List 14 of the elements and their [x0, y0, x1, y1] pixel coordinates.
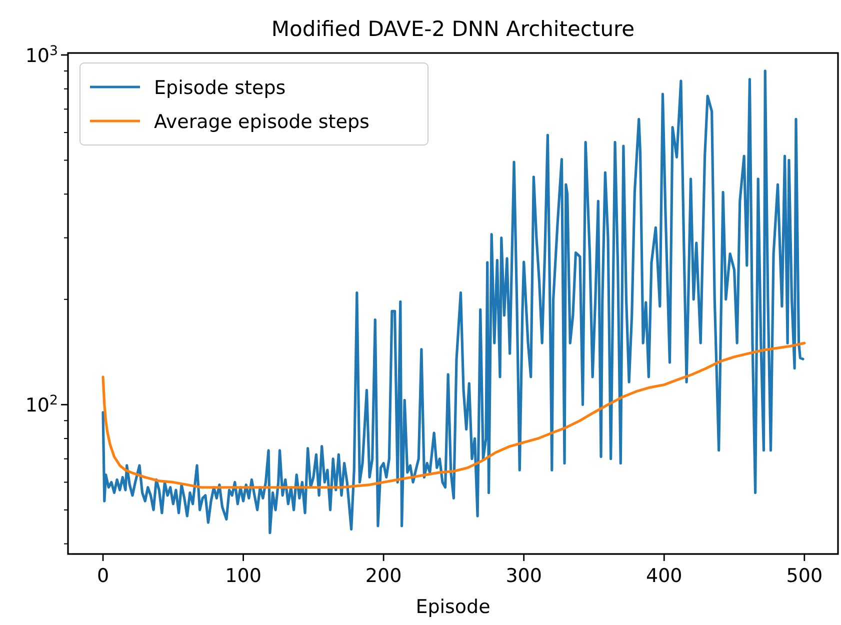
y-tick-label: 10$^{3}$ [25, 43, 58, 67]
x-axis-title: Episode [416, 596, 490, 618]
x-tick-label: 400 [646, 565, 682, 587]
line-series [102, 70, 804, 534]
x-tick-label: 300 [506, 565, 542, 587]
x-tick-label: 500 [786, 565, 823, 587]
legend-label: Episode steps [154, 77, 286, 99]
x-tick-label: 200 [365, 565, 402, 587]
y-tick-label: 10$^{2}$ [25, 393, 58, 417]
legend-label: Average episode steps [154, 111, 370, 133]
x-tick-label: 100 [225, 565, 262, 587]
x-tick-label: 0 [96, 565, 110, 587]
line-series [102, 342, 806, 489]
chart-title: Modified DAVE-2 DNN Architecture [271, 17, 635, 41]
